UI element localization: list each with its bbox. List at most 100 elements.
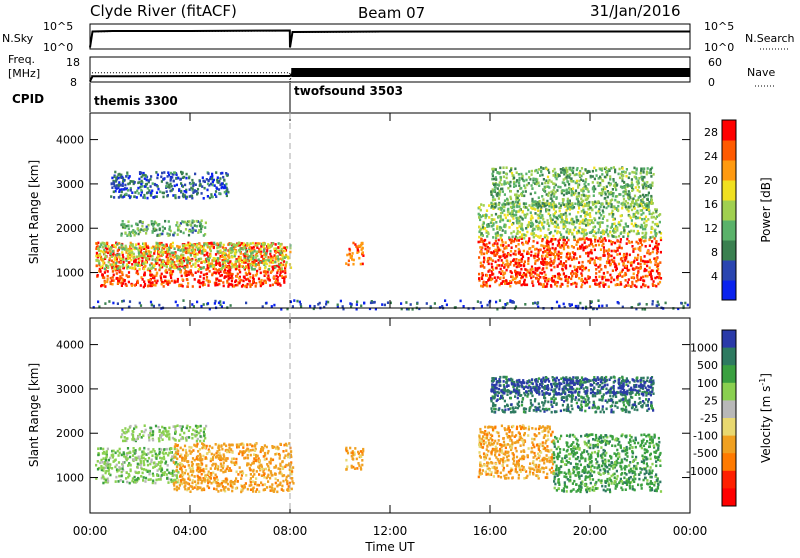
pw-cell (493, 254, 495, 257)
pw-cell (496, 193, 498, 196)
pw-cell (579, 175, 581, 178)
pw-cell (487, 270, 489, 273)
pw-cell (235, 284, 237, 287)
pw-cell (256, 270, 258, 273)
pw-cell (309, 305, 311, 308)
pw-cell (552, 247, 554, 250)
pw-cell (177, 304, 179, 307)
pw-cell (544, 250, 546, 253)
pw-cell (515, 185, 517, 188)
pw-cell (510, 232, 512, 235)
pw-cell (537, 206, 539, 209)
pw-cell (522, 190, 524, 193)
pw-cell (199, 286, 201, 289)
pw-cell (488, 204, 490, 207)
pw-cell (95, 255, 97, 258)
pw-cell (206, 243, 208, 246)
pw-cell (137, 273, 139, 276)
pw-cell (127, 254, 129, 257)
pw-cell (636, 267, 638, 270)
pw-cell (521, 260, 523, 263)
pw-cell (548, 241, 550, 244)
pw-cell (501, 264, 503, 267)
pw-cell (198, 268, 200, 271)
pw-cell (158, 304, 160, 307)
pw-cell (628, 284, 630, 287)
pw-cell (550, 269, 552, 272)
pw-cell (539, 213, 541, 216)
pw-cell (170, 262, 172, 265)
pw-cell (256, 244, 258, 247)
pw-cell (159, 191, 161, 194)
pw-cell (644, 260, 646, 263)
pw-cell (525, 241, 527, 244)
pw-cell (174, 171, 176, 174)
pw-cell (224, 262, 226, 265)
pw-cell (182, 254, 184, 257)
velocity-heatmap (95, 376, 662, 494)
pw-cell (240, 279, 242, 282)
pw-cell (612, 206, 614, 209)
pw-cell (556, 175, 558, 178)
pw-cell (490, 279, 492, 282)
pw-cell (588, 269, 590, 272)
pw-cell (591, 219, 593, 222)
pw-cell (563, 272, 565, 275)
pw-cell (265, 252, 267, 255)
pw-cell (521, 194, 523, 197)
pw-cell (100, 270, 102, 273)
pw-cell (144, 284, 146, 287)
pw-cell (562, 264, 564, 267)
pw-cell (264, 267, 266, 270)
pw-cell (546, 283, 548, 286)
pw-cell (116, 243, 118, 246)
pw-cell (178, 196, 180, 199)
pw-cell (637, 303, 639, 306)
vel-cell (122, 480, 124, 483)
pw-cell (659, 231, 661, 234)
pw-cell (131, 263, 133, 266)
pw-cell (500, 234, 502, 237)
power-ytick-label-3: 4000 (56, 134, 84, 147)
pw-cell (128, 271, 130, 274)
vel-cell (158, 478, 160, 481)
pw-cell (654, 230, 656, 233)
pw-cell (546, 261, 548, 264)
pw-cell (599, 258, 601, 261)
pw-cell (201, 250, 203, 253)
pw-cell (211, 175, 213, 178)
pw-cell (118, 256, 120, 259)
pw-cell (592, 201, 594, 204)
pw-cell (155, 268, 157, 271)
pw-cell (147, 285, 149, 288)
pw-cell (144, 256, 146, 259)
vel-cell (128, 473, 130, 476)
pw-cell (566, 256, 568, 259)
pw-cell (200, 271, 202, 274)
pw-cell (617, 205, 619, 208)
pw-cell (261, 255, 263, 258)
pw-cell (219, 264, 221, 267)
pw-cell (596, 283, 598, 286)
pw-cell (487, 257, 489, 260)
pw-cell (630, 285, 632, 288)
pw-cell (599, 176, 601, 179)
pw-cell (506, 166, 508, 169)
pw-cell (206, 252, 208, 255)
pw-cell (277, 246, 279, 249)
pw-cell (639, 267, 641, 270)
pw-cell (592, 181, 594, 184)
pw-cell (167, 283, 169, 286)
vel-cell (100, 447, 102, 450)
pw-cell (592, 188, 594, 191)
pw-cell (644, 255, 646, 258)
pw-cell (537, 171, 539, 174)
pw-cell (269, 253, 271, 256)
pw-cell (223, 179, 225, 182)
pw-cell (559, 186, 561, 189)
pw-cell (113, 191, 115, 194)
vel-cell (143, 447, 145, 450)
pw-cell (593, 167, 595, 170)
pw-cell (501, 259, 503, 262)
pw-cell (491, 263, 493, 266)
